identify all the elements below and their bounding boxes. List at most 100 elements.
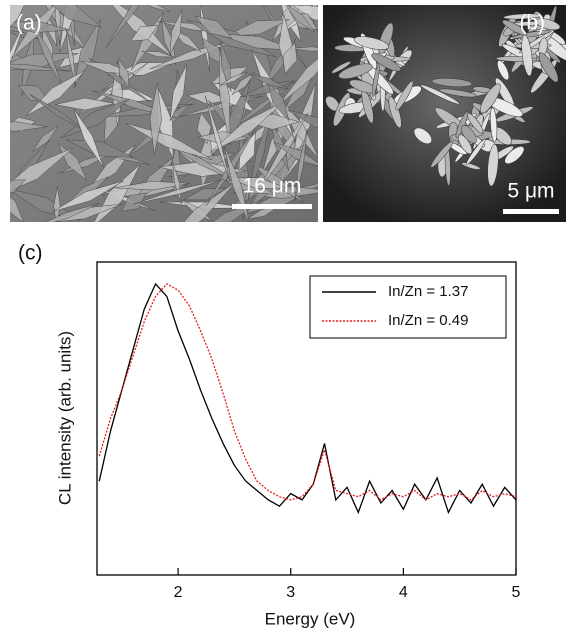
legend-box [309, 275, 507, 339]
flake [45, 202, 100, 222]
flake [395, 80, 414, 111]
flake [535, 18, 561, 31]
flake [161, 16, 177, 65]
flake [105, 5, 139, 48]
flake [130, 25, 159, 42]
flake [118, 58, 130, 89]
flake [371, 53, 401, 72]
flake [287, 109, 318, 129]
flake [226, 177, 287, 189]
scale-bar-label: 5 μm [507, 180, 554, 203]
flake [231, 72, 255, 96]
flake [413, 127, 432, 145]
flake [490, 107, 498, 143]
flake [121, 192, 147, 212]
flake [487, 143, 499, 187]
flake [10, 188, 80, 221]
flake [52, 180, 124, 212]
flake [65, 27, 77, 88]
flake [10, 5, 25, 28]
flake [53, 186, 61, 222]
x-tick-label: 4 [399, 584, 408, 601]
flake [10, 20, 71, 33]
flake [10, 121, 48, 132]
panel-label: (a) [16, 12, 42, 35]
flake [294, 128, 308, 202]
flake [353, 36, 390, 50]
flake [169, 64, 187, 121]
sem-texture [10, 5, 318, 222]
flake [371, 64, 380, 97]
flake [282, 42, 298, 74]
series-line [98, 282, 517, 515]
flake [480, 83, 501, 114]
scale-bar-label: 16 μm [243, 175, 302, 198]
flake [183, 182, 236, 222]
flake [52, 5, 102, 28]
panel-label: (c) [18, 242, 43, 265]
flake [169, 9, 183, 56]
flake [194, 15, 233, 39]
flake [249, 74, 289, 90]
flake [431, 77, 473, 87]
flake [219, 71, 248, 86]
flake [388, 96, 402, 129]
flake [204, 95, 231, 182]
flake [267, 80, 290, 122]
flake [32, 125, 59, 152]
flake [218, 47, 231, 146]
sem-texture [325, 5, 566, 187]
flake [502, 19, 528, 36]
flake [10, 179, 27, 193]
flake [458, 134, 473, 155]
x-axis-label: Energy (eV) [265, 609, 356, 628]
flake [273, 142, 318, 166]
legend-label: In/Zn = 0.49 [388, 312, 468, 329]
flake [147, 5, 171, 13]
flake [447, 142, 468, 155]
flake [141, 51, 175, 58]
flake [289, 46, 318, 52]
flake [349, 79, 377, 94]
flake [60, 98, 130, 139]
flake [217, 33, 297, 51]
y-axis-label: CL intensity (arb. units) [55, 331, 74, 505]
flake [331, 61, 351, 74]
flake [430, 141, 454, 168]
flake [220, 41, 232, 92]
scale-bar [503, 209, 559, 214]
flake [467, 113, 484, 134]
flake [247, 106, 273, 201]
x-tick-label: 5 [512, 584, 521, 601]
flake [223, 145, 250, 222]
flake [133, 179, 225, 205]
scale-bar [232, 204, 312, 209]
flake [25, 69, 86, 117]
flake [444, 143, 451, 186]
series-line [98, 283, 517, 501]
flake [512, 30, 552, 39]
flake [114, 180, 191, 191]
flake [461, 125, 477, 144]
flake [503, 13, 543, 20]
flake [338, 63, 373, 79]
flake [438, 88, 477, 98]
flake [73, 18, 102, 88]
x-tick-label: 3 [286, 584, 295, 601]
flake [521, 34, 533, 77]
flake [466, 138, 486, 165]
flake [497, 60, 510, 81]
x-tick-label: 2 [174, 584, 183, 601]
flake [420, 84, 460, 105]
flake [149, 83, 162, 155]
flake [538, 52, 559, 83]
plot-frame [96, 261, 517, 576]
flake [210, 101, 285, 153]
flake [285, 5, 315, 33]
flake [10, 196, 24, 222]
panel-label: (b) [519, 12, 545, 35]
flake [55, 97, 115, 111]
legend-label: In/Zn = 1.37 [388, 283, 468, 300]
flake [73, 108, 104, 168]
